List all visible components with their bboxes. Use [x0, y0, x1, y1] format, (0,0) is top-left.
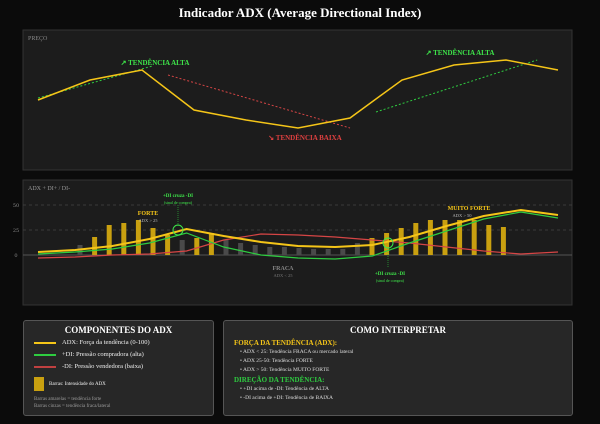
adx-bar — [311, 249, 317, 255]
fraca-label: FRACA — [273, 266, 295, 272]
series-line-di-plus — [37, 211, 559, 260]
muito-forte-sublabel: ADX > 50 — [452, 213, 472, 218]
fraca-sublabel: ADX < 25 — [273, 273, 293, 278]
adx-bar — [194, 238, 200, 255]
strength-item: • ADX 25-50: Tendência FORTE — [240, 358, 313, 364]
y-tick-label: 0 — [14, 253, 17, 259]
charts: PREÇO ↗ TENDÊNCIA ALTA ↘ TENDÊNCIA BAIXA ↗… — [13, 29, 573, 306]
cross-sublabel: (sinal de compra) — [376, 278, 405, 283]
adx-bar — [457, 220, 463, 255]
adx-bar — [135, 220, 141, 255]
adx-bar — [384, 233, 390, 255]
legend-adx: ADX: Força da tendência (0-100) — [34, 339, 213, 346]
direction-item: • +DI acima de -DI: Tendência de ALTA — [240, 386, 329, 392]
adx-bar — [398, 228, 404, 255]
adx-bar — [296, 248, 302, 255]
adx-bar — [486, 225, 492, 255]
legend-note: Barras cinzas = tendência fraca/lateral — [34, 404, 111, 409]
adx-bar — [179, 240, 185, 255]
interpret-title: COMO INTERPRETAR — [349, 325, 447, 335]
price-panel — [22, 29, 573, 171]
adx-bar — [267, 247, 273, 255]
adx-bar — [238, 243, 244, 255]
legend-di-minus-label: -DI: Pressão vendedora (baixa) — [62, 363, 144, 370]
cross-label: +DI cruza -DI — [375, 272, 405, 277]
strength-item: • ADX < 25: Tendência FRACA ou mercado l… — [240, 349, 354, 355]
di-minus-swatch — [34, 365, 56, 368]
adx-bar — [427, 220, 433, 255]
page-title: Indicador ADX (Average Directional Index… — [178, 5, 422, 20]
adx-bar — [252, 245, 258, 255]
adx-bar — [354, 243, 360, 255]
cross-circle — [172, 224, 184, 236]
adx-bar — [340, 249, 346, 255]
adx-bar — [121, 223, 127, 255]
series-line-adx — [37, 208, 559, 253]
adx-bar — [281, 247, 287, 255]
adx-bar — [471, 220, 477, 255]
cross-sublabel: (sinal de compra) — [164, 200, 193, 205]
trend-label: ↗ TENDÊNCIA ALTA — [426, 49, 495, 57]
legend-di-minus: -DI: Pressão vendedora (baixa) — [34, 363, 213, 370]
legend-di-plus: +DI: Pressão compradora (alta) — [34, 351, 213, 358]
adx-bar — [325, 249, 331, 255]
bar-swatch — [34, 377, 44, 391]
di-plus-swatch — [34, 353, 56, 356]
forte-label: FORTE — [138, 211, 158, 217]
adx-panel-label: ADX + DI+ / DI- — [28, 186, 70, 192]
y-tick-label: 25 — [13, 228, 19, 234]
adx-bar — [106, 225, 112, 255]
legend-note: Barras amarelas = tendência forte — [34, 397, 102, 402]
adx-swatch — [34, 341, 56, 344]
interpret-panel: COMO INTERPRETAR FORÇA DA TENDÊNCIA (ADX… — [223, 320, 573, 416]
adx-panel — [22, 179, 573, 306]
legend-di-plus-label: +DI: Pressão compradora (alta) — [62, 351, 144, 358]
adx-bar — [369, 238, 375, 255]
legend-adx-label: ADX: Força da tendência (0-100) — [62, 339, 150, 346]
trend-line — [167, 74, 351, 129]
legend-title: COMPONENTES DO ADX — [64, 325, 173, 335]
muito-forte-label: MUITO FORTE — [448, 206, 491, 212]
legend-bars: Barras: Intensidade do ADX — [34, 377, 213, 391]
series-line-di-minus — [37, 233, 559, 259]
price-line — [37, 59, 559, 129]
adx-bar — [92, 237, 98, 255]
direction-item: • -DI acima de +DI: Tendência de BAIXA — [240, 395, 333, 401]
strength-heading: FORÇA DA TENDÊNCIA (ADX): — [234, 339, 338, 347]
direction-heading: DIREÇÃO DA TENDÊNCIA: — [234, 376, 325, 384]
trend-line — [375, 59, 538, 113]
legend-panel: COMPONENTES DO ADX ADX: Força da tendênc… — [23, 320, 214, 416]
price-panel-label: PREÇO — [28, 36, 48, 42]
adx-bar — [165, 235, 171, 255]
forte-sublabel: ADX > 25 — [138, 218, 158, 223]
trend-label: ↘ TENDÊNCIA BAIXA — [268, 134, 341, 142]
adx-bar — [413, 223, 419, 255]
cross-label: +DI cruza -DI — [163, 194, 193, 199]
y-tick-label: 50 — [13, 203, 19, 209]
adx-bar — [442, 220, 448, 255]
trend-label: ↗ TENDÊNCIA ALTA — [121, 59, 190, 67]
strength-item: • ADX > 50: Tendência MUITO FORTE — [240, 367, 330, 373]
cross-circle — [382, 237, 394, 249]
legend-bars-label: Barras: Intensidade do ADX — [49, 381, 106, 387]
adx-bar — [500, 227, 506, 255]
